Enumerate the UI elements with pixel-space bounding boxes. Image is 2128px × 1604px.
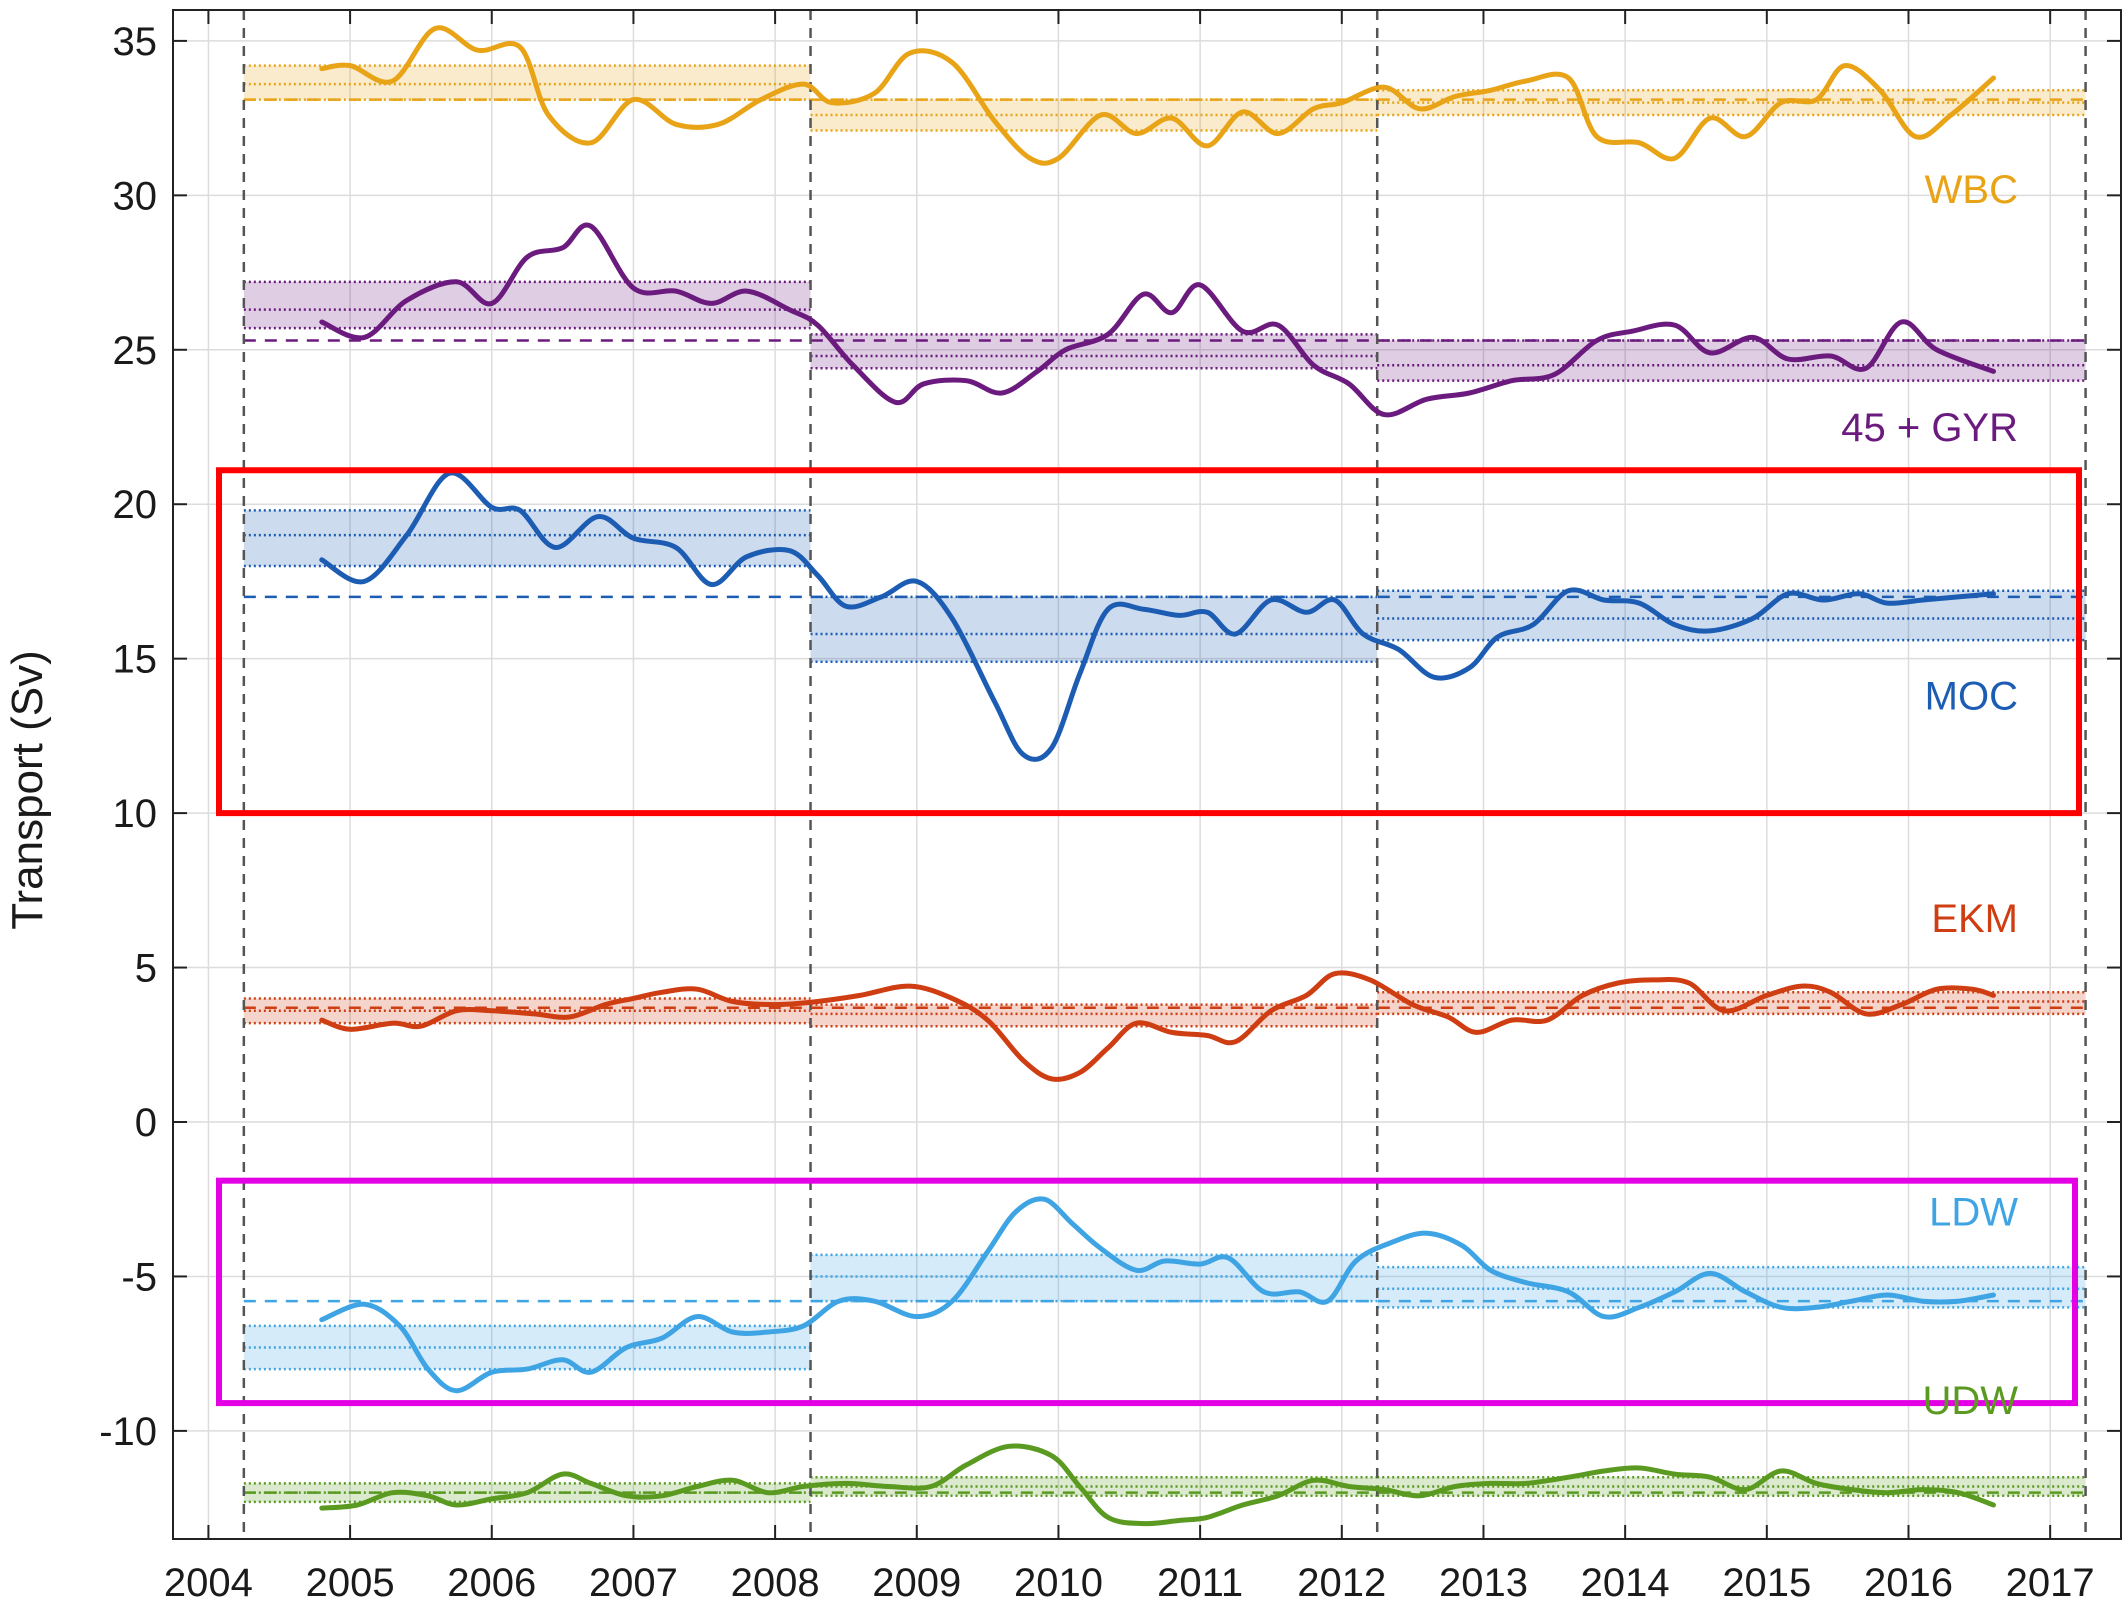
y-tick-label: 30 bbox=[113, 174, 158, 218]
series-line bbox=[319, 25, 1996, 166]
series-label: LDW bbox=[1929, 1191, 2018, 1235]
tick-labels: 2004 2005 2006 2007 2008 2009 2010 2011 2012 2013… bbox=[99, 20, 2094, 1604]
period-band bbox=[810, 1477, 1378, 1496]
x-tick-label: 2006 bbox=[447, 1561, 536, 1604]
x-tick-label: 2011 bbox=[1157, 1561, 1243, 1604]
period-boundaries bbox=[242, 10, 2087, 1539]
highlight-box bbox=[216, 1177, 2078, 1407]
y-tick-label: -5 bbox=[121, 1255, 157, 1299]
series-label: UDW bbox=[1922, 1379, 2018, 1423]
series-labels: WBC 45 + GYR MOC EKM LDW UDW bbox=[1841, 168, 2018, 1423]
highlight-box bbox=[216, 467, 2082, 817]
period-band bbox=[810, 1004, 1378, 1027]
x-tick-label: 2004 bbox=[164, 1561, 253, 1604]
series-line bbox=[319, 1443, 1996, 1527]
x-tick-label: 2010 bbox=[1014, 1561, 1103, 1604]
y-tick-label: 15 bbox=[113, 638, 158, 682]
x-tick-label: 2014 bbox=[1581, 1561, 1670, 1604]
series-line bbox=[319, 222, 1996, 418]
x-tick-label: 2007 bbox=[589, 1561, 678, 1604]
series-line bbox=[319, 1196, 1996, 1394]
plot-area bbox=[173, 10, 2121, 1539]
period-band bbox=[243, 281, 811, 329]
x-tick-label: 2005 bbox=[306, 1561, 395, 1604]
period-band bbox=[810, 99, 1378, 131]
y-axis-title: Transport (Sv) bbox=[3, 650, 52, 930]
x-tick-label: 2008 bbox=[731, 1561, 820, 1604]
period-band bbox=[243, 1325, 811, 1370]
plot-frame bbox=[172, 9, 2122, 1540]
highlight-boxes bbox=[216, 467, 2082, 1407]
y-tick-label: 5 bbox=[135, 947, 157, 991]
series-label: MOC bbox=[1925, 675, 2018, 719]
x-tick-label: 2013 bbox=[1439, 1561, 1528, 1604]
axes-frame bbox=[172, 9, 2122, 1540]
y-tick-label: 0 bbox=[135, 1101, 157, 1145]
x-tick-label: 2017 bbox=[2006, 1561, 2095, 1604]
series-line bbox=[319, 470, 1996, 762]
series-label: WBC bbox=[1925, 168, 2018, 212]
x-tick-label: 2009 bbox=[872, 1561, 961, 1604]
period-band bbox=[243, 65, 811, 100]
y-tick-label: 25 bbox=[113, 329, 158, 373]
y-tick-label: 20 bbox=[113, 483, 158, 527]
x-tick-label: 2012 bbox=[1297, 1561, 1386, 1604]
period-band bbox=[243, 998, 811, 1024]
series-lines bbox=[319, 25, 1996, 1527]
series-label: 45 + GYR bbox=[1841, 406, 2018, 450]
grid-lines bbox=[173, 10, 2121, 1539]
y-tick-label: -10 bbox=[99, 1410, 157, 1454]
y-tick-label: 35 bbox=[113, 20, 158, 64]
series-line bbox=[319, 970, 1996, 1082]
x-tick-label: 2015 bbox=[1722, 1561, 1811, 1604]
period-bands bbox=[243, 64, 2086, 1504]
y-tick-label: 10 bbox=[113, 792, 158, 836]
series-label: EKM bbox=[1931, 897, 2018, 941]
x-tick-label: 2016 bbox=[1864, 1561, 1953, 1604]
period-band bbox=[1377, 590, 2086, 641]
